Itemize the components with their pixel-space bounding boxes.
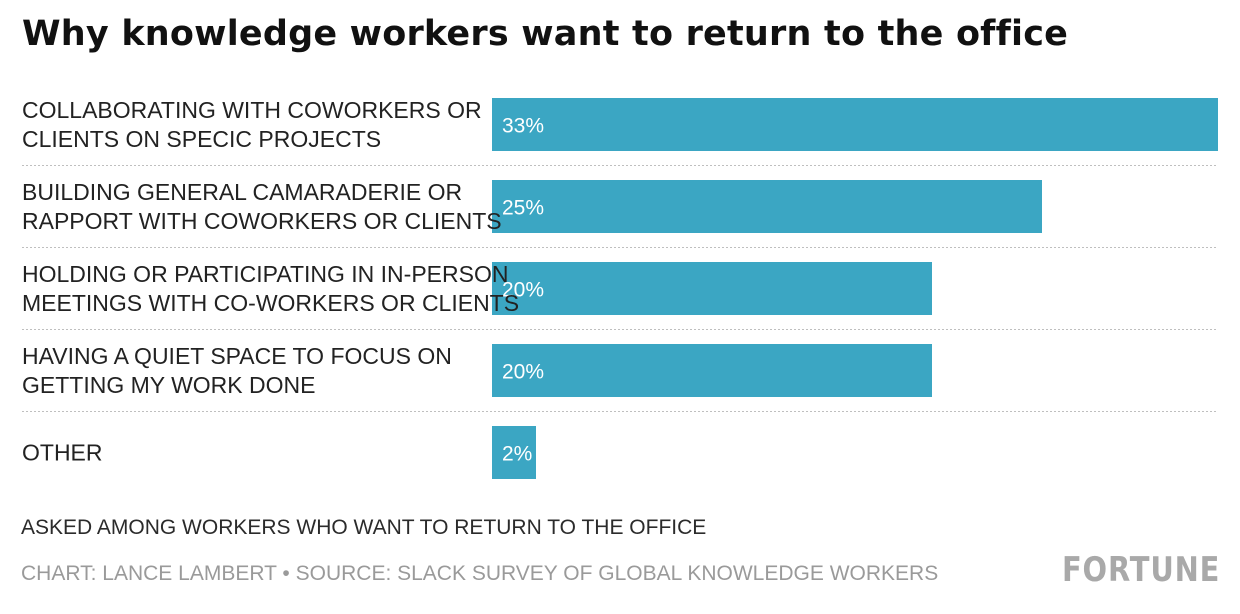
bar xyxy=(492,262,932,315)
category-label: COLLABORATING WITH COWORKERS OR xyxy=(22,97,482,123)
bar-row: 25% BUILDING GENERAL CAMARADERIE OR RAPPOR… xyxy=(22,179,1218,248)
category-label: HAVING A QUIET SPACE TO FOCUS ON xyxy=(22,343,452,369)
bar-value-label: 20% xyxy=(502,361,544,384)
category-label: HOLDING OR PARTICIPATING IN IN-PERSON xyxy=(22,261,508,287)
bar xyxy=(492,426,536,479)
bar-row: 20%HOLDING OR PARTICIPATING IN IN-PERSON… xyxy=(22,261,1218,330)
category-label: BUILDING GENERAL CAMARADERIE OR xyxy=(22,179,462,205)
category-label: CLIENTS ON SPECIC PROJECTS xyxy=(22,126,381,152)
chart-rows: 33% COLLABORATING WITH COWORKERS OR CLIENT… xyxy=(22,97,1218,479)
bar xyxy=(492,98,1218,151)
bar xyxy=(492,344,932,397)
bar-value-label: 2% xyxy=(502,443,532,466)
bar-row: 33% COLLABORATING WITH COWORKERS OR CLIENT… xyxy=(22,97,1218,166)
bar-row: 20% HAVING A QUIET SPACE TO FOCUS ON GETTI… xyxy=(22,343,1218,412)
chart-title: Why knowledge workers want to return to … xyxy=(22,14,1069,54)
category-label: OTHER xyxy=(22,440,103,466)
category-label: GETTING MY WORK DONE xyxy=(22,372,315,398)
fortune-logo: FORTUNE xyxy=(1061,550,1220,590)
bar-row: 2% OTHER xyxy=(22,426,536,479)
bar-value-label: 25% xyxy=(502,197,544,220)
category-label: MEETINGS WITH CO-WORKERS OR CLIENTS xyxy=(22,290,519,316)
category-label: RAPPORT WITH COWORKERS OR CLIENTS xyxy=(22,208,502,234)
bar-value-label: 33% xyxy=(502,115,544,138)
chart-note: ASKED AMONG WORKERS WHO WANT TO RETURN T… xyxy=(21,516,707,539)
bar xyxy=(492,180,1042,233)
chart-credit: CHART: LANCE LAMBERT • SOURCE: SLACK SUR… xyxy=(21,562,939,585)
bar-value-label: 20% xyxy=(502,279,544,302)
